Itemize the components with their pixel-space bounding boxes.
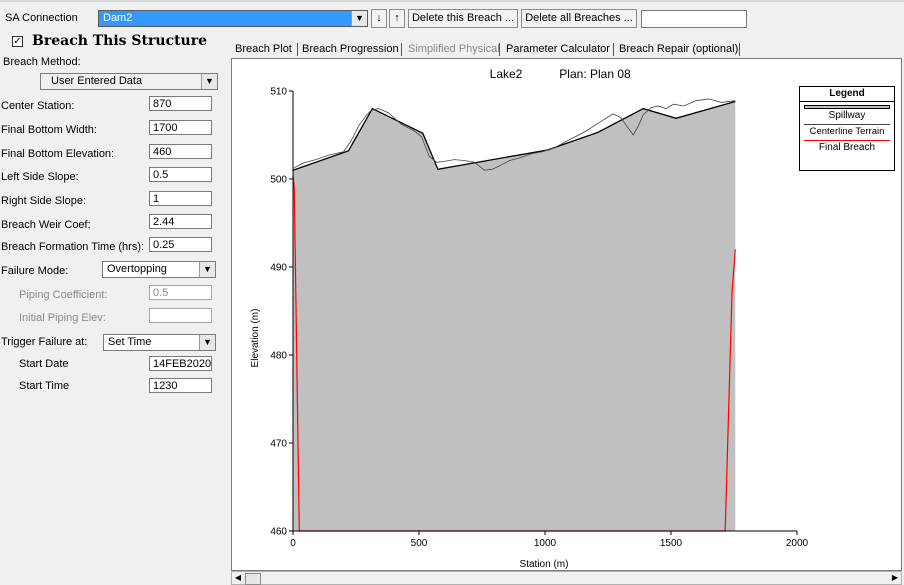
chevron-down-icon: ▼ [199,335,215,350]
x-tick-label: 1000 [534,538,557,549]
y-tick-label: 510 [270,87,287,98]
x-tick-label: 0 [290,538,296,549]
failure-mode-label: Failure Mode: [1,265,69,277]
tab-breach-repair[interactable]: Breach Repair (optional) [619,43,739,55]
delete-breach-button[interactable]: Delete this Breach ... [408,9,518,28]
formation-time-label: Breach Formation Time (hrs): [1,241,145,253]
piping-coef-input[interactable]: 0.5 [149,285,212,300]
sa-connection-select[interactable]: Dam2 ▼ [98,10,368,27]
final-bottom-width-label: Final Bottom Width: [1,124,97,136]
y-tick-label: 460 [270,527,287,538]
center-station-label: Center Station: [1,100,75,112]
tab-parameter-calculator[interactable]: Parameter Calculator [506,43,610,55]
x-tick-label: 500 [411,538,428,549]
breach-chart: Lake2 Plan: Plan 08 Station (m) Elevatio… [250,67,809,570]
trigger-failure-value: Set Time [108,336,152,348]
legend-title: Legend [800,87,894,102]
trigger-failure-label: Trigger Failure at: [1,336,88,348]
final-bottom-elevation-label: Final Bottom Elevation: [1,148,115,160]
final-bottom-elevation-input[interactable]: 460 [149,144,212,159]
scroll-left-button[interactable]: ◀ [234,573,242,582]
tab-separator [499,43,500,56]
initial-piping-input[interactable] [149,308,212,323]
y-tick-label: 500 [270,175,287,186]
weir-coef-input[interactable]: 2.44 [149,214,212,229]
chevron-down-icon: ▼ [351,11,367,26]
breach-method-select[interactable]: User Entered Data ▼ [40,73,218,90]
y-tick-label: 480 [270,351,287,362]
spillway-area [293,101,736,531]
legend-terrain-swatch [804,124,890,125]
tab-separator [739,43,740,56]
spillway-line [292,100,736,171]
failure-mode-select[interactable]: Overtopping ▼ [102,261,216,278]
move-down-button[interactable]: ↓ [371,9,387,28]
move-up-button[interactable]: ↑ [389,9,405,28]
arrow-up-icon: ↑ [394,12,400,24]
y-tick-label: 470 [270,439,287,450]
right-side-slope-label: Right Side Slope: [1,195,86,207]
tab-simplified-physical[interactable]: Simplified Physical [408,43,500,55]
chevron-down-icon: ▼ [201,74,217,89]
final-bottom-width-input[interactable]: 1700 [149,120,212,135]
piping-coef-label: Piping Coefficient: [19,289,108,301]
tab-separator [297,43,298,56]
x-axis-label: Station (m) [520,559,569,570]
y-axis-label: Elevation (m) [250,309,261,368]
legend-spillway-swatch [804,105,890,109]
horizontal-scrollbar[interactable]: ◀ ▶ [231,571,902,585]
extra-text-field[interactable] [641,10,747,28]
top-border [0,0,904,2]
plot-panel: Lake2 Plan: Plan 08 Station (m) Elevatio… [231,58,902,571]
trigger-failure-select[interactable]: Set Time ▼ [103,334,216,351]
y-tick-label: 490 [270,263,287,274]
scroll-right-button[interactable]: ▶ [891,573,899,582]
delete-all-breaches-button[interactable]: Delete all Breaches ... [521,9,637,28]
arrow-down-icon: ↓ [376,12,382,24]
legend-breach-label: Final Breach [818,142,876,153]
x-tick-label: 2000 [786,538,809,549]
chart-title: Lake2 [490,67,523,81]
breach-method-label: Breach Method: [3,56,81,68]
breach-method-value: User Entered Data [51,75,143,87]
sa-connection-value: Dam2 [103,12,133,24]
chevron-down-icon: ▼ [199,262,215,277]
scroll-thumb[interactable] [245,573,261,585]
legend-box: Legend Spillway Centerline Terrain Final… [799,86,895,171]
initial-piping-label: Initial Piping Elev: [19,312,106,324]
terrain-line [292,98,736,171]
legend-terrain-label: Centerline Terrain [809,126,885,137]
chart-plan-label: Plan: Plan 08 [559,67,631,81]
breach-structure-checkbox[interactable]: ✓ [12,36,23,47]
breach-structure-label: Breach This Structure [32,33,208,49]
tab-separator [613,43,614,56]
tab-separator [401,43,402,56]
legend-breach-swatch [804,140,890,141]
start-time-input[interactable]: 1230 [149,378,212,393]
tab-breach-progression[interactable]: Breach Progression [302,43,399,55]
legend-spillway-label: Spillway [828,110,866,121]
right-side-slope-input[interactable]: 1 [149,191,212,206]
formation-time-input[interactable]: 0.25 [149,237,212,252]
x-tick-label: 1500 [660,538,683,549]
failure-mode-value: Overtopping [107,263,167,275]
sa-connection-label: SA Connection [5,12,78,24]
start-time-label: Start Time [19,380,70,392]
left-side-slope-input[interactable]: 0.5 [149,167,212,182]
weir-coef-label: Breach Weir Coef: [1,219,91,231]
start-date-input[interactable]: 14FEB2020 [149,356,212,371]
tab-breach-plot[interactable]: Breach Plot [235,43,292,55]
start-date-label: Start Date [19,358,69,370]
center-station-input[interactable]: 870 [149,96,212,111]
left-side-slope-label: Left Side Slope: [1,171,79,183]
